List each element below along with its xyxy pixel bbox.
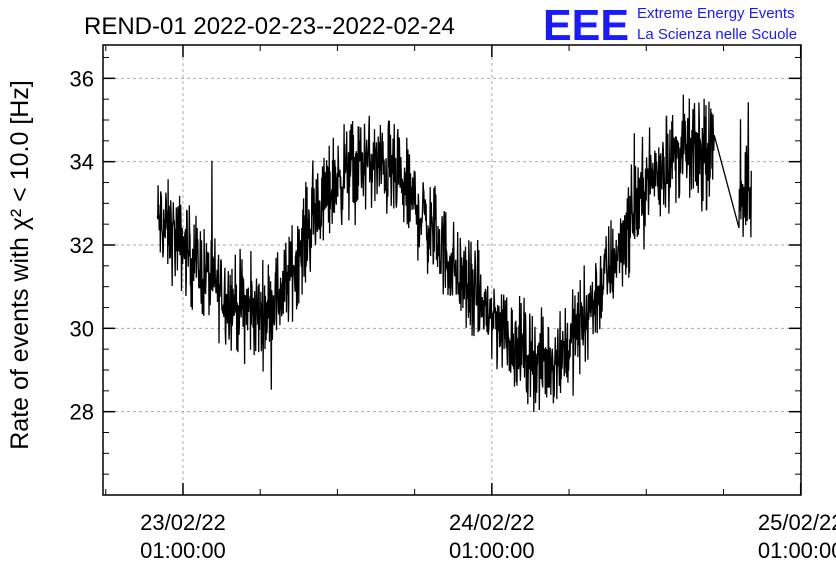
y-tick-label: 36 — [70, 66, 94, 91]
logo-eee: EEE — [543, 1, 629, 50]
x-tick-label-time: 01:00:00 — [140, 538, 226, 563]
y-tick-label: 34 — [70, 150, 94, 175]
org-name-line2: La Scienza nelle Scuole — [637, 26, 797, 43]
x-tick-label-date: 23/02/22 — [140, 510, 226, 535]
x-tick-label-time: 01:00:00 — [449, 538, 535, 563]
series-layer — [156, 94, 752, 413]
y-axis-label: Rate of events with χ² < 10.0 [Hz] — [6, 80, 34, 450]
x-tick-label-time: 01:00:00 — [758, 538, 836, 563]
x-tick-label-date: 25/02/22 — [758, 510, 836, 535]
chart-title: REND-01 2022-02-23--2022-02-24 — [84, 13, 455, 40]
y-tick-label: 30 — [70, 316, 94, 341]
plot-frame — [102, 44, 802, 496]
y-tick-label: 32 — [70, 233, 94, 258]
x-tick-label-date: 24/02/22 — [449, 510, 535, 535]
y-tick-label: 28 — [70, 400, 94, 425]
series-rate-line — [156, 94, 752, 413]
axis-ticks: 28 30 32 34 36 23/02/22 01:00:00 24/02/22 01:00:… — [70, 45, 836, 563]
org-name-line1: Extreme Energy Events — [637, 5, 795, 22]
